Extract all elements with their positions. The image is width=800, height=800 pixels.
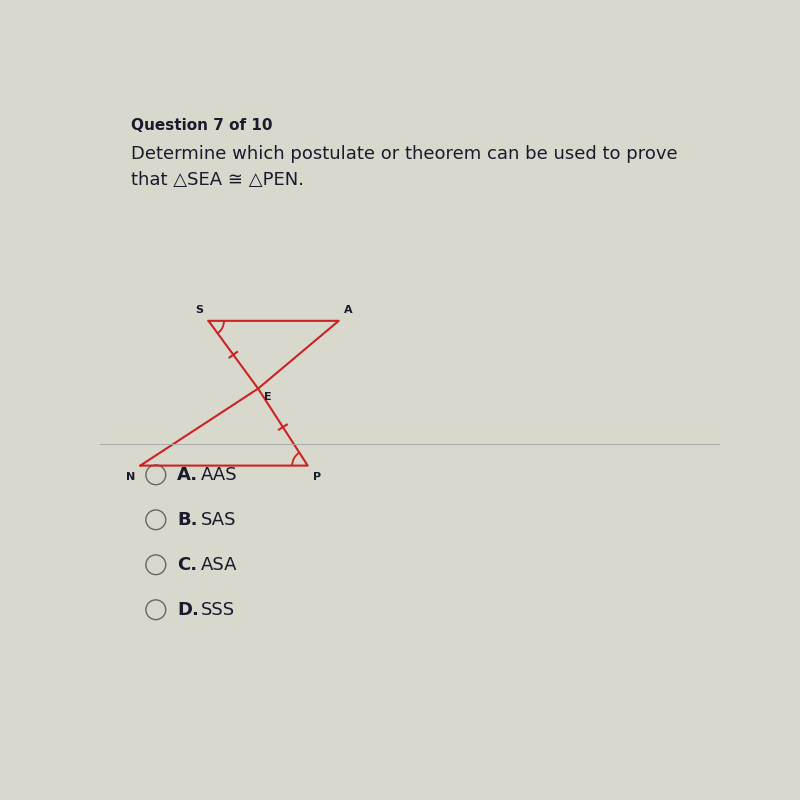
Text: Determine which postulate or theorem can be used to prove: Determine which postulate or theorem can… [131,146,678,163]
Text: ASA: ASA [201,556,237,574]
Text: D.: D. [177,601,198,618]
Text: N: N [126,472,135,482]
Text: C.: C. [177,556,197,574]
Text: A: A [344,305,352,314]
Text: A.: A. [177,466,198,484]
Text: Question 7 of 10: Question 7 of 10 [131,118,273,133]
Text: E: E [264,392,272,402]
Text: AAS: AAS [201,466,237,484]
Text: SAS: SAS [201,511,236,529]
Text: S: S [195,305,203,314]
Text: that △SEA ≅ △PEN.: that △SEA ≅ △PEN. [131,171,304,189]
Text: SSS: SSS [201,601,234,618]
Text: B.: B. [177,511,198,529]
Text: P: P [313,472,321,482]
